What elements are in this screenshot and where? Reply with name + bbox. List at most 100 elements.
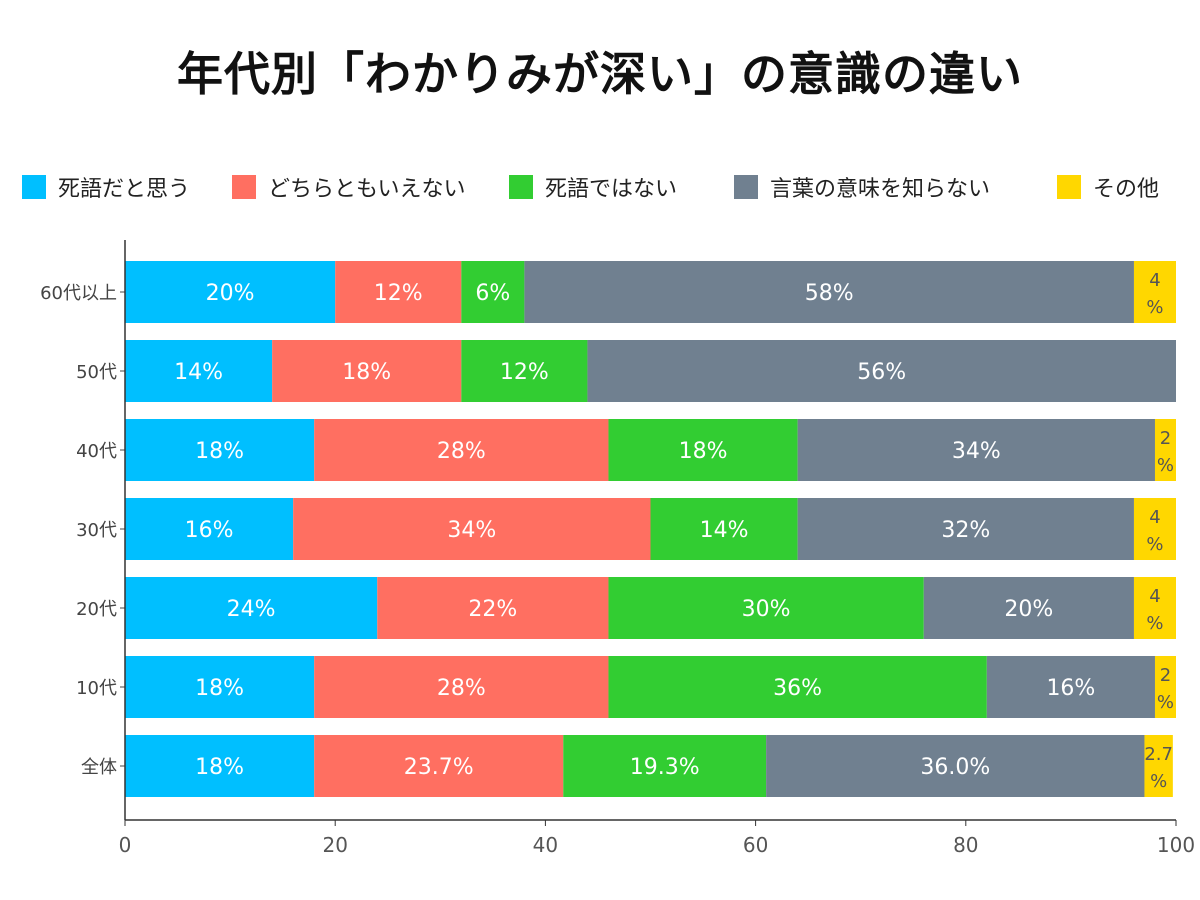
bar-segment — [1144, 735, 1173, 797]
bar-segment — [125, 577, 378, 639]
data-label: % — [1146, 297, 1163, 318]
data-label: 32% — [941, 518, 990, 543]
bar-segment — [461, 340, 588, 402]
data-label: 18% — [195, 755, 244, 780]
data-label: % — [1157, 692, 1174, 713]
bar-segment — [272, 340, 462, 402]
data-label: 18% — [679, 439, 728, 464]
x-tick-label: 20 — [322, 833, 347, 857]
data-label: 56% — [857, 360, 906, 385]
bar-segment — [608, 577, 924, 639]
legend-label: どちらともいえない — [268, 177, 466, 202]
bar-segment — [1133, 261, 1176, 323]
bar-segment — [650, 498, 798, 560]
bar-segment — [125, 340, 273, 402]
data-label: % — [1157, 455, 1174, 476]
bar-segment — [125, 656, 315, 718]
bar-segment — [986, 656, 1155, 718]
bar-segment — [1133, 498, 1176, 560]
legend: 死語だと思う どちらともいえない 死語ではない 言葉の意味を知らない その他 — [22, 170, 1182, 204]
data-label: % — [1146, 534, 1163, 555]
data-label: 16% — [1046, 676, 1095, 701]
category-label: 30代 — [76, 520, 117, 541]
data-label: 20% — [1004, 597, 1053, 622]
bar-segment — [314, 735, 564, 797]
data-label: 14% — [174, 360, 223, 385]
legend-item: どちらともいえない — [232, 170, 466, 204]
data-label: 28% — [437, 676, 486, 701]
bar-segment — [461, 261, 525, 323]
legend-item: その他 — [1057, 170, 1159, 204]
data-label: 2 — [1160, 665, 1171, 686]
data-label: 14% — [700, 518, 749, 543]
bar-segment — [1154, 419, 1176, 481]
data-label: 36.0% — [920, 755, 990, 780]
x-tick-label: 80 — [953, 833, 978, 857]
bar-segment — [797, 498, 1134, 560]
data-label: 30% — [742, 597, 791, 622]
category-label: 全体 — [81, 757, 117, 778]
data-label: 34% — [952, 439, 1001, 464]
legend-swatch — [1057, 175, 1081, 199]
data-label: 16% — [185, 518, 234, 543]
bar-segment — [587, 340, 1176, 402]
x-tick-label: 60 — [743, 833, 768, 857]
bar-segment — [377, 577, 609, 639]
legend-item: 死語ではない — [509, 170, 677, 204]
legend-label: 死語だと思う — [58, 177, 191, 202]
category-label: 50代 — [76, 362, 117, 383]
bar-segment — [608, 419, 798, 481]
bar-segment — [524, 261, 1134, 323]
data-label: 24% — [227, 597, 276, 622]
legend-label: 死語ではない — [545, 177, 678, 202]
bar-segment — [766, 735, 1145, 797]
legend-label: その他 — [1093, 177, 1160, 202]
category-label: 20代 — [76, 599, 117, 620]
legend-swatch — [734, 175, 758, 199]
chart-title: 年代別「わかりみが深い」の意識の違い — [177, 47, 1023, 101]
legend-label: 言葉の意味を知らない — [770, 177, 991, 202]
data-label: 4 — [1149, 507, 1160, 528]
bar-segment — [335, 261, 462, 323]
data-label: % — [1150, 771, 1167, 792]
x-tick-label: 0 — [119, 833, 132, 857]
data-label: % — [1146, 613, 1163, 634]
bar-segment — [125, 498, 294, 560]
bar-segment — [314, 656, 609, 718]
data-label: 18% — [195, 439, 244, 464]
bar-segment — [125, 261, 336, 323]
legend-swatch — [232, 175, 256, 199]
bar-segment — [125, 419, 315, 481]
bar-segment — [293, 498, 651, 560]
bar-segment — [1154, 656, 1176, 718]
legend-item: 死語だと思う — [22, 170, 190, 204]
data-label: 34% — [447, 518, 496, 543]
data-label: 6% — [475, 281, 510, 306]
data-label: 28% — [437, 439, 486, 464]
data-label: 18% — [195, 676, 244, 701]
data-label: 12% — [500, 360, 549, 385]
bar-segment — [608, 656, 987, 718]
data-label: 18% — [342, 360, 391, 385]
x-tick-label: 100 — [1157, 833, 1195, 857]
category-label: 10代 — [76, 678, 117, 699]
bar-segment — [1133, 577, 1176, 639]
legend-swatch — [509, 175, 533, 199]
bar-segment — [923, 577, 1134, 639]
legend-item: 言葉の意味を知らない — [734, 170, 990, 204]
data-label: 4 — [1149, 270, 1160, 291]
data-label: 22% — [468, 597, 517, 622]
data-label: 19.3% — [630, 755, 700, 780]
data-label: 2 — [1160, 428, 1171, 449]
data-label: 23.7% — [404, 755, 474, 780]
data-label: 36% — [773, 676, 822, 701]
data-label: 4 — [1149, 586, 1160, 607]
x-tick-label: 40 — [533, 833, 558, 857]
bar-segment — [563, 735, 767, 797]
data-label: 12% — [374, 281, 423, 306]
bar-segment — [125, 735, 315, 797]
bar-segment — [314, 419, 609, 481]
category-label: 40代 — [76, 441, 117, 462]
